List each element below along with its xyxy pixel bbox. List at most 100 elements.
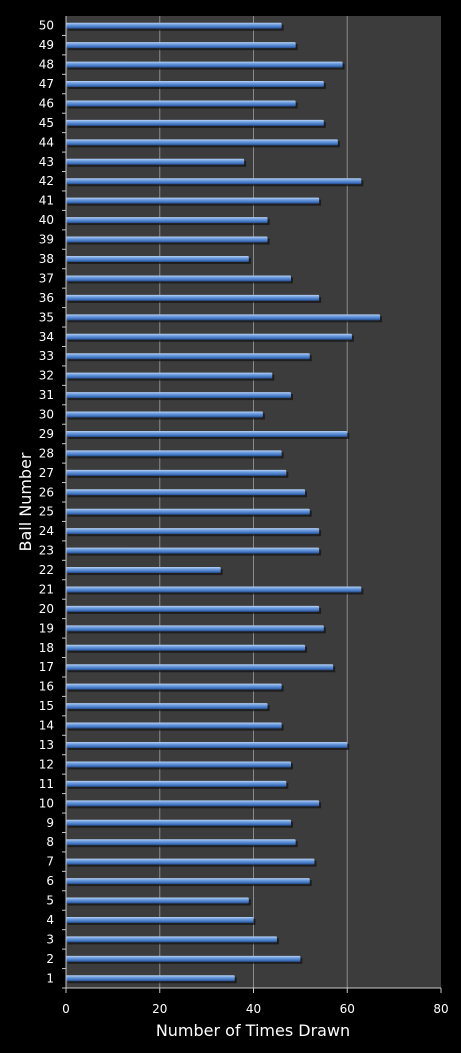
- y-tick-label: 26: [39, 485, 54, 499]
- bar-ball-45: [66, 119, 324, 126]
- y-tick-label: 11: [39, 777, 54, 791]
- bar-ball-32: [66, 372, 273, 379]
- y-tick-label: 16: [39, 680, 54, 694]
- y-tick-label: 38: [39, 252, 54, 266]
- bar-ball-7: [66, 858, 315, 865]
- bar-ball-47: [66, 81, 324, 88]
- bar-ball-25: [66, 508, 310, 515]
- y-tick-label: 6: [46, 874, 54, 888]
- bar-ball-35: [66, 314, 381, 321]
- bar-ball-12: [66, 761, 291, 768]
- y-tick-label: 41: [39, 194, 54, 208]
- bar-ball-38: [66, 256, 249, 262]
- y-tick-label: 14: [39, 719, 54, 733]
- bar-ball-3: [66, 936, 277, 943]
- y-tick-label: 28: [39, 446, 54, 460]
- y-tick-label: 36: [39, 291, 54, 305]
- y-tick-label: 2: [46, 952, 54, 966]
- bar-ball-50: [66, 22, 282, 29]
- y-tick-label: 18: [39, 641, 54, 655]
- y-tick-label: 43: [39, 155, 54, 169]
- bar-ball-20: [66, 605, 320, 612]
- bar-ball-30: [66, 411, 263, 418]
- bar-ball-21: [66, 586, 362, 593]
- y-tick-label: 9: [46, 816, 54, 830]
- y-tick-label: 7: [46, 855, 54, 869]
- bar-ball-28: [66, 450, 282, 457]
- bar-ball-31: [66, 392, 291, 399]
- y-tick-label: 25: [39, 505, 54, 519]
- y-tick-label: 19: [39, 621, 54, 635]
- y-tick-label: 37: [39, 271, 54, 285]
- bar-ball-23: [66, 547, 320, 554]
- y-tick-label: 42: [39, 174, 54, 188]
- y-tick-label: 46: [39, 96, 54, 110]
- bars: [66, 22, 383, 984]
- bar-ball-44: [66, 139, 338, 146]
- y-tick-label: 33: [39, 349, 54, 363]
- bar-ball-37: [66, 275, 291, 282]
- y-tick-label: 47: [39, 77, 54, 91]
- y-tick-label: 5: [46, 894, 54, 908]
- x-tick-label: 60: [340, 1002, 355, 1016]
- bar-ball-11: [66, 780, 287, 787]
- bar-ball-22: [66, 567, 221, 574]
- y-tick-label: 32: [39, 369, 54, 383]
- y-tick-label: 21: [39, 582, 54, 596]
- y-tick-label: 10: [39, 796, 54, 810]
- bar-ball-27: [66, 469, 287, 476]
- x-tick-label: 0: [62, 1002, 70, 1016]
- y-tick-label: 23: [39, 544, 54, 558]
- x-tick-labels: 0 20 40 60 80: [62, 988, 449, 1016]
- y-tick-label: 39: [39, 233, 54, 247]
- bar-ball-29: [66, 430, 348, 437]
- bar-ball-33: [66, 353, 310, 360]
- bar-ball-24: [66, 528, 320, 535]
- y-tick-label: 13: [39, 738, 54, 752]
- bar-ball-26: [66, 489, 306, 496]
- bar-ball-34: [66, 333, 352, 340]
- bar-ball-42: [66, 178, 362, 185]
- bar-ball-13: [66, 742, 348, 748]
- bar-ball-17: [66, 664, 334, 671]
- bar-ball-10: [66, 800, 320, 807]
- y-tick-label: 15: [39, 699, 54, 713]
- y-tick-label: 22: [39, 563, 54, 577]
- y-tick-label: 50: [39, 19, 54, 33]
- y-tick-label: 3: [46, 932, 54, 946]
- bar-ball-5: [66, 897, 249, 904]
- y-axis-title: Ball Number: [16, 452, 35, 551]
- y-tick-label: 8: [46, 835, 54, 849]
- y-tick-label: 30: [39, 408, 54, 422]
- y-tick-label: 48: [39, 58, 54, 72]
- bar-ball-9: [66, 819, 291, 826]
- bar-ball-8: [66, 839, 296, 846]
- bar-ball-43: [66, 158, 245, 165]
- y-tick-label: 29: [39, 427, 54, 441]
- y-tick-label: 35: [39, 310, 54, 324]
- x-tick-label: 80: [433, 1002, 448, 1016]
- bar-ball-6: [66, 878, 310, 885]
- x-tick-label: 40: [246, 1002, 261, 1016]
- x-axis-title: Number of Times Drawn: [156, 1021, 350, 1040]
- y-tick-label: 45: [39, 116, 54, 130]
- bar-ball-49: [66, 42, 296, 49]
- bar-ball-19: [66, 625, 324, 632]
- y-tick-label: 27: [39, 466, 54, 480]
- bar-ball-18: [66, 644, 306, 651]
- bar-ball-46: [66, 100, 296, 107]
- y-tick-label: 40: [39, 213, 54, 227]
- bar-ball-1: [66, 975, 235, 982]
- y-tick-label: 49: [39, 38, 54, 52]
- y-tick-label: 44: [39, 135, 54, 149]
- y-tick-labels: 1234567891011121314151617181920212223242…: [39, 19, 66, 989]
- y-tick-label: 4: [46, 913, 54, 927]
- y-tick-label: 12: [39, 757, 54, 771]
- bar-ball-41: [66, 197, 320, 204]
- bar-ball-4: [66, 916, 254, 923]
- bar-ball-16: [66, 683, 282, 690]
- bar-ball-15: [66, 703, 268, 710]
- y-tick-label: 17: [39, 660, 54, 674]
- bar-ball-2: [66, 955, 301, 962]
